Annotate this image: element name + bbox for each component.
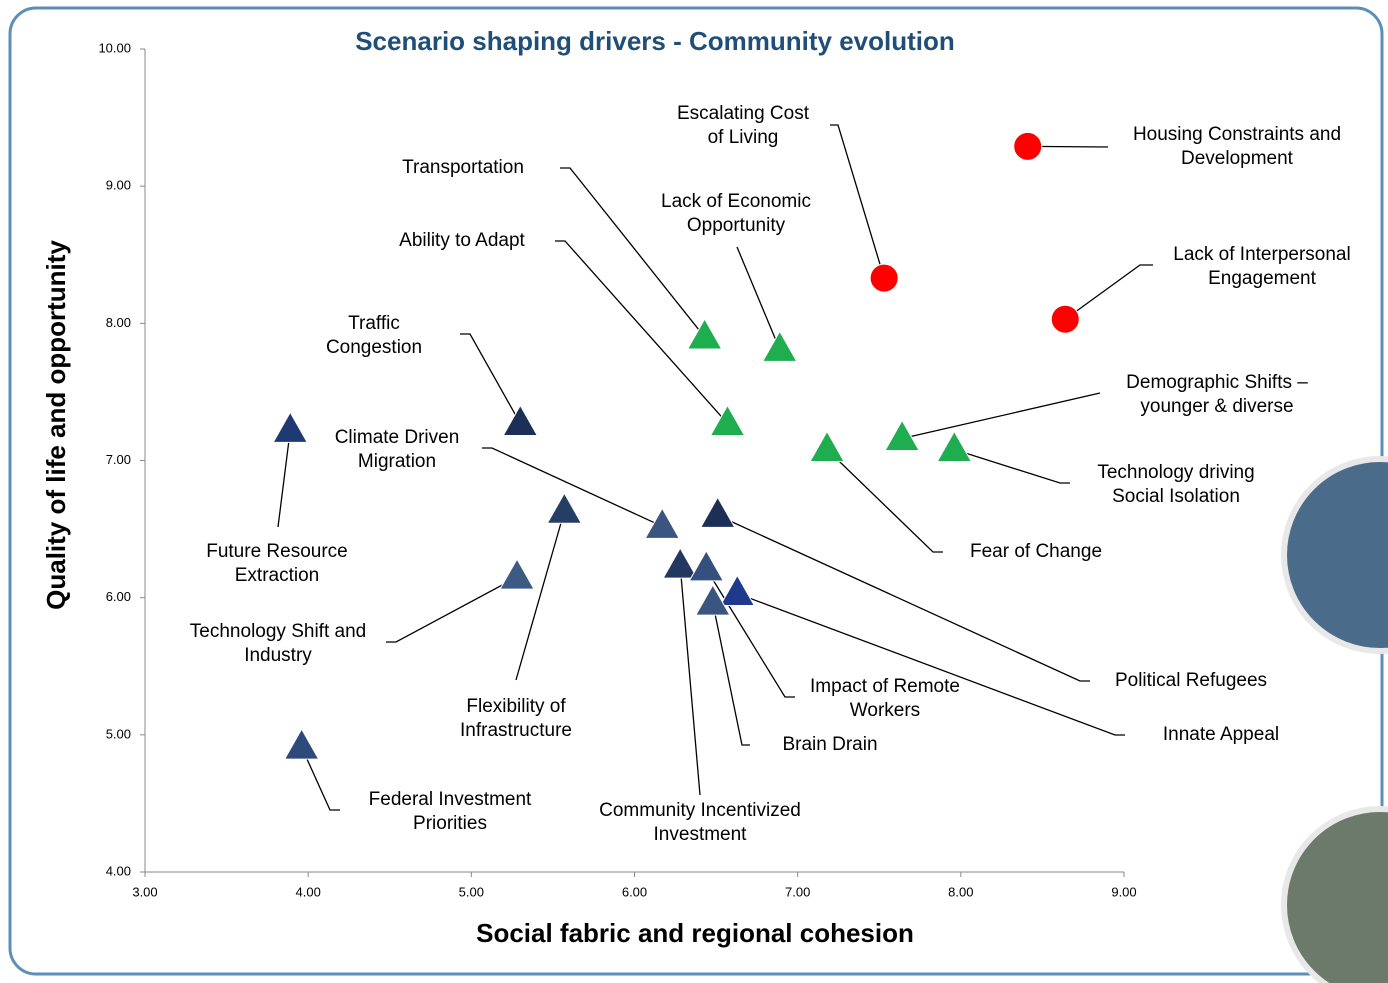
point-label: younger & diverse bbox=[1140, 396, 1293, 417]
point-label: Priorities bbox=[413, 813, 487, 834]
chart-title: Scenario shaping drivers - Community evo… bbox=[355, 26, 955, 56]
leader-line bbox=[717, 514, 1090, 682]
x-tick-label: 9.00 bbox=[1111, 884, 1136, 899]
point bbox=[283, 728, 320, 760]
point-label: Fear of Change bbox=[970, 541, 1102, 562]
point bbox=[884, 419, 920, 452]
y-axis-title: Quality of life and opportunity bbox=[41, 240, 71, 610]
leader-line bbox=[737, 592, 1125, 736]
x-tick-label: 8.00 bbox=[948, 884, 973, 899]
point bbox=[694, 584, 731, 616]
point-label: Congestion bbox=[326, 337, 422, 358]
point bbox=[809, 430, 845, 463]
point-label: Social Isolation bbox=[1112, 486, 1240, 507]
point bbox=[936, 430, 973, 463]
point bbox=[686, 318, 723, 350]
point-label: Opportunity bbox=[687, 215, 786, 236]
leader-line bbox=[515, 511, 565, 681]
y-tick-label: 6.00 bbox=[106, 589, 131, 604]
point-label: Migration bbox=[358, 451, 436, 472]
point-label: Housing Constraints and bbox=[1133, 124, 1341, 145]
y-tick-label: 7.00 bbox=[106, 452, 131, 467]
leader-line bbox=[826, 449, 943, 553]
point bbox=[1050, 304, 1080, 334]
point-label: Traffic bbox=[348, 313, 400, 334]
point bbox=[761, 330, 798, 362]
y-tick-label: 10.00 bbox=[98, 40, 131, 55]
point-label: Brain Drain bbox=[782, 734, 877, 755]
point-label: Flexibility of bbox=[466, 696, 566, 717]
point-label: Ability to Adapt bbox=[399, 230, 525, 251]
point bbox=[869, 263, 899, 293]
leader-line bbox=[830, 124, 885, 279]
point bbox=[502, 404, 539, 436]
leader-line bbox=[679, 566, 701, 796]
point-label: Technology driving bbox=[1097, 462, 1254, 483]
x-tick-label: 6.00 bbox=[622, 884, 647, 899]
leader-line bbox=[712, 603, 750, 746]
y-tick-label: 5.00 bbox=[106, 726, 131, 741]
leader-line bbox=[1064, 264, 1153, 320]
point bbox=[499, 558, 535, 590]
point-label: Workers bbox=[850, 700, 920, 721]
point-label: Development bbox=[1181, 148, 1294, 169]
point-label: Technology Shift and bbox=[190, 621, 366, 642]
point bbox=[546, 492, 583, 524]
point-label: Industry bbox=[244, 645, 312, 666]
point-label: Impact of Remote bbox=[810, 676, 960, 697]
point bbox=[699, 496, 736, 528]
x-tick-label: 5.00 bbox=[459, 884, 484, 899]
point-label: of Living bbox=[708, 127, 779, 148]
point-label: Climate Driven bbox=[335, 427, 460, 448]
point bbox=[709, 404, 746, 436]
leader-line bbox=[460, 333, 521, 424]
x-tick-label: 3.00 bbox=[132, 884, 157, 899]
point-label: Federal Investment bbox=[369, 789, 532, 810]
leader-line bbox=[705, 568, 795, 698]
point-label: Escalating Cost bbox=[677, 103, 810, 124]
point-label: Engagement bbox=[1208, 268, 1316, 289]
point-label: Lack of Economic bbox=[661, 191, 811, 212]
leader-line bbox=[954, 448, 1070, 484]
leader-line bbox=[301, 746, 340, 811]
point-label: Innate Appeal bbox=[1163, 724, 1279, 745]
photo bbox=[1281, 456, 1388, 983]
leader-line bbox=[277, 430, 291, 528]
point-label: Extraction bbox=[235, 565, 319, 586]
point-label: Political Refugees bbox=[1115, 670, 1267, 691]
point-label: Infrastructure bbox=[460, 720, 572, 741]
point-label: Community Incentivized bbox=[599, 800, 801, 821]
point-label: Future Resource bbox=[206, 541, 348, 562]
leader-line bbox=[560, 167, 706, 338]
point-label: Investment bbox=[654, 824, 748, 845]
point bbox=[662, 547, 699, 579]
point-label: Demographic Shifts – bbox=[1126, 372, 1308, 393]
point bbox=[272, 411, 309, 443]
leader-line bbox=[555, 240, 728, 424]
point bbox=[688, 549, 725, 582]
point bbox=[1013, 131, 1043, 161]
leader-line bbox=[482, 447, 663, 527]
point-label: Lack of Interpersonal bbox=[1173, 244, 1350, 265]
y-tick-label: 4.00 bbox=[106, 863, 131, 878]
leader-line bbox=[736, 246, 781, 350]
leader-line bbox=[386, 576, 518, 643]
y-tick-label: 8.00 bbox=[106, 315, 131, 330]
y-tick-label: 9.00 bbox=[106, 178, 131, 193]
point-label: Transportation bbox=[402, 157, 524, 178]
leader-line bbox=[901, 392, 1101, 440]
x-axis-title: Social fabric and regional cohesion bbox=[476, 918, 914, 948]
x-tick-label: 4.00 bbox=[296, 884, 321, 899]
point bbox=[644, 507, 681, 539]
point bbox=[719, 574, 756, 607]
x-tick-label: 7.00 bbox=[785, 884, 810, 899]
